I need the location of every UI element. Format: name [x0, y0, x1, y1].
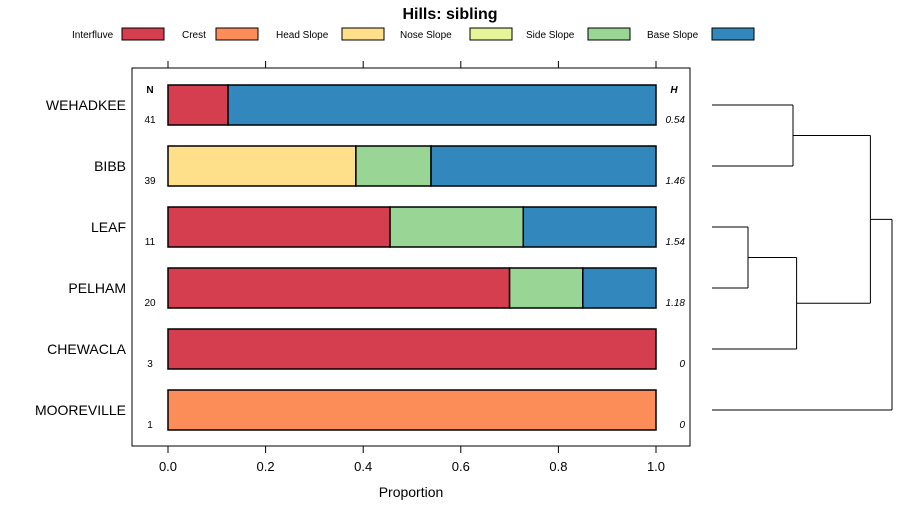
x-tick-label: 0.2	[257, 459, 275, 474]
h-value: 1.54	[666, 237, 686, 248]
plot-frame	[131, 67, 691, 447]
bar-segment-base-slope	[430, 145, 657, 187]
legend-label-side-slope: Side Slope	[526, 30, 575, 41]
bar-rows: WEHADKEE 41 0.54 BIBB 39 1.46 LEAF 11 1.54 PELHAM…	[35, 84, 686, 431]
bar-segment-head-slope	[167, 145, 357, 187]
row-pelham: PELHAM 20 1.18	[68, 267, 686, 309]
x-axis-label: Proportion	[379, 484, 444, 500]
row-wehadkee: WEHADKEE 41 0.54	[46, 84, 686, 126]
row-bibb: BIBB 39 1.46	[94, 145, 686, 187]
bar-segment-interfluve	[167, 328, 657, 370]
legend-swatch-interfluve	[121, 27, 165, 41]
dendrogram	[712, 104, 893, 411]
legend-label-head-slope: Head Slope	[276, 30, 329, 41]
bar-segment-side-slope	[389, 206, 525, 248]
legend-swatch-crest	[215, 27, 259, 41]
legend-label-crest: Crest	[182, 30, 206, 41]
bar-segment-interfluve	[167, 206, 391, 248]
x-tick-label: 0.4	[354, 459, 372, 474]
x-tick-label: 1.0	[647, 459, 665, 474]
top-axis-ticks	[167, 61, 657, 68]
row-mooreville: MOOREVILLE 1 0	[35, 389, 685, 431]
category-label: MOOREVILLE	[35, 402, 126, 418]
bar-segment-interfluve	[167, 267, 511, 309]
n-value: 3	[147, 359, 153, 370]
bar-segment-side-slope	[355, 145, 432, 187]
x-tick-label: 0.0	[159, 459, 177, 474]
category-label: LEAF	[91, 219, 126, 235]
category-label: WEHADKEE	[46, 97, 126, 113]
h-value: 1.46	[666, 176, 686, 187]
bar-segment-base-slope	[227, 84, 657, 126]
legend-swatch-nose-slope	[469, 27, 513, 41]
legend-label-nose-slope: Nose Slope	[400, 30, 452, 41]
h-value: 1.18	[666, 298, 686, 309]
category-label: CHEWACLA	[47, 341, 126, 357]
bar-segment-base-slope	[522, 206, 657, 248]
legend-swatch-head-slope	[341, 27, 385, 41]
n-value: 20	[144, 298, 156, 309]
bar-segment-base-slope	[582, 267, 657, 309]
legend-swatch-side-slope	[587, 27, 631, 41]
h-value: 0	[679, 359, 685, 370]
n-value: 41	[144, 115, 156, 126]
n-value: 39	[144, 176, 156, 187]
legend-swatch-base-slope	[711, 27, 755, 41]
h-value: 0	[679, 420, 685, 431]
h-value: 0.54	[666, 115, 686, 126]
row-chewacla: CHEWACLA 3 0	[47, 328, 685, 370]
legend-label-base-slope: Base Slope	[647, 30, 699, 41]
legend-label-interfluve: Interfluve	[72, 30, 114, 41]
n-value: 1	[147, 420, 153, 431]
x-axis: 0.0 0.2 0.4 0.6 0.8 1.0	[159, 446, 665, 474]
x-tick-label: 0.8	[549, 459, 567, 474]
row-leaf: LEAF 11 1.54	[91, 206, 686, 248]
legend: Interfluve Crest Head Slope Nose Slope Side …	[72, 27, 755, 41]
h-header: H	[670, 85, 678, 96]
bar-segment-side-slope	[508, 267, 584, 309]
category-label: BIBB	[94, 158, 126, 174]
category-label: PELHAM	[68, 280, 126, 296]
bar-segment-interfluve	[167, 84, 229, 126]
n-value: 11	[145, 237, 156, 248]
chart-title: Hills: sibling	[402, 6, 497, 23]
n-header: N	[146, 85, 153, 96]
x-tick-label: 0.6	[452, 459, 470, 474]
bar-segment-crest	[167, 389, 657, 431]
